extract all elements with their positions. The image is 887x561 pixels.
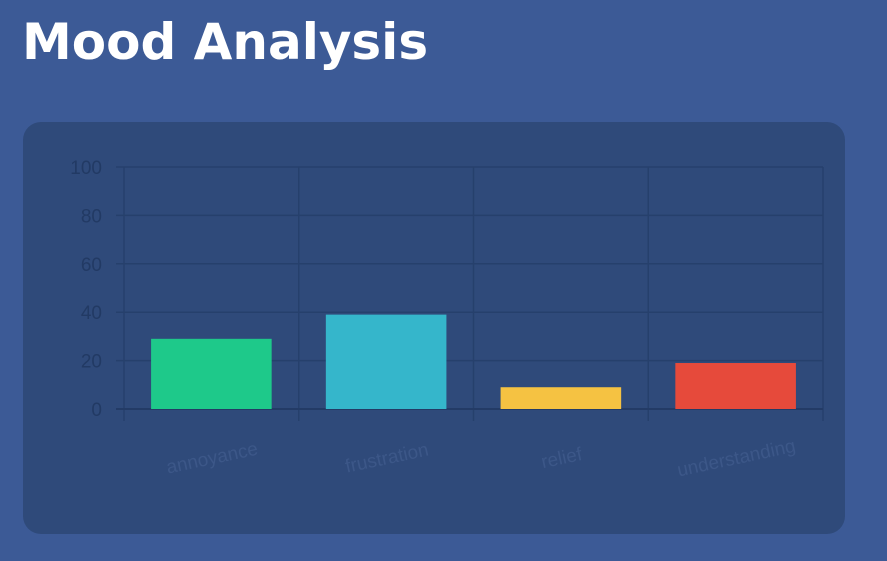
mood-bar-chart: 0 20 40 60 80 100 annoyance frustration relief un…: [70, 158, 824, 481]
chart-card: 0 20 40 60 80 100 annoyance frustration relief un…: [23, 122, 845, 534]
y-tick-label: 60: [81, 255, 102, 276]
x-tick-label: understanding: [675, 436, 797, 482]
y-tick-label: 80: [81, 206, 102, 227]
page-title: Mood Analysis: [22, 13, 429, 71]
y-tick-label: 40: [81, 303, 102, 324]
bar-layer: [151, 314, 796, 409]
bar-frustration: [325, 314, 447, 409]
x-tick-label: relief: [539, 444, 584, 473]
y-tick-label: 100: [70, 158, 102, 179]
y-tick-label: 0: [91, 400, 102, 421]
bar-annoyance: [151, 338, 272, 409]
bar-understanding: [675, 363, 796, 409]
x-tick-label: annoyance: [165, 439, 260, 479]
y-tick-label: 20: [81, 352, 102, 373]
bar-relief: [500, 387, 622, 409]
label-layer: 0 20 40 60 80 100 annoyance frustration relief un…: [70, 158, 797, 481]
x-tick-label: frustration: [343, 440, 430, 478]
